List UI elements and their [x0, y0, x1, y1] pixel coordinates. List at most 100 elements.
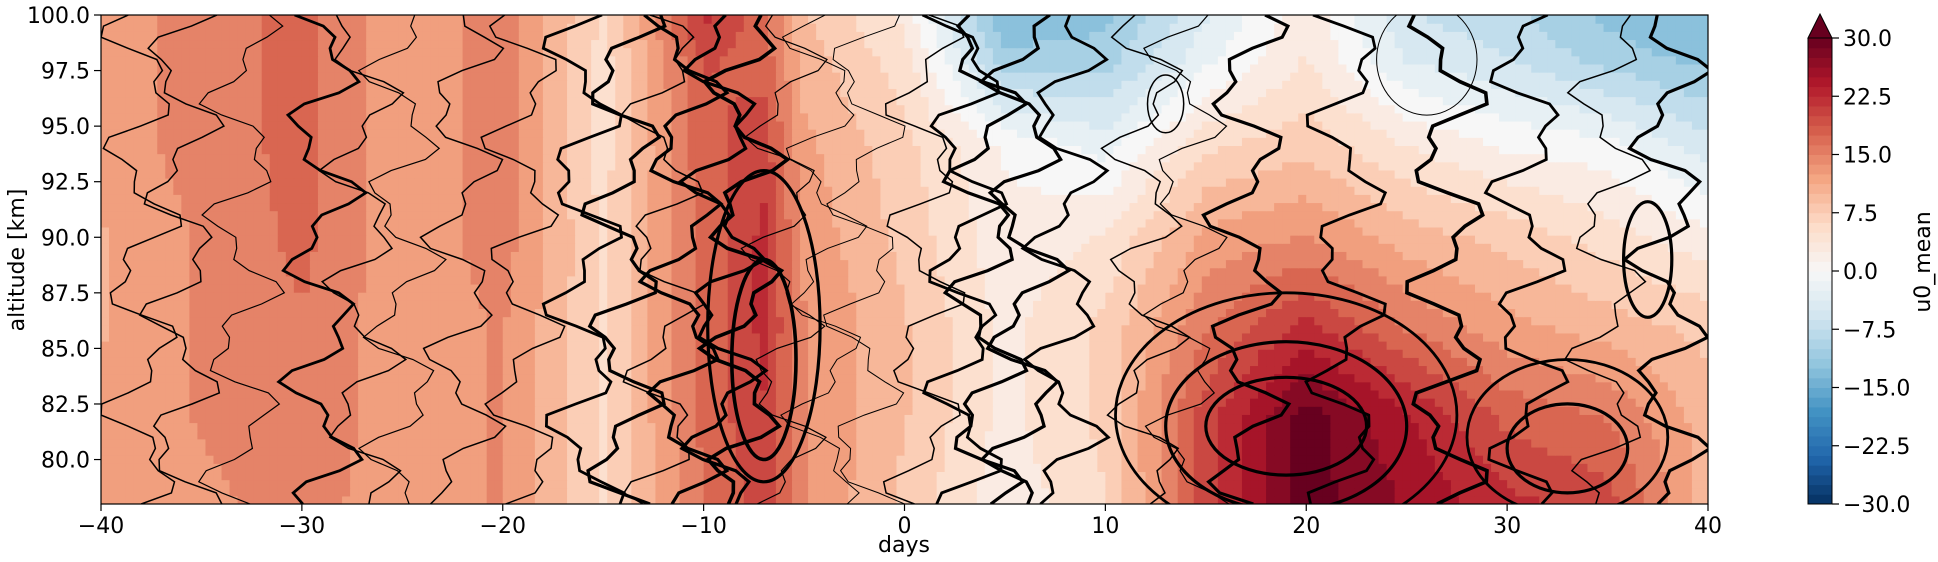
- field-cell: [1442, 308, 1452, 318]
- field-cell: [502, 422, 512, 432]
- field-cell: [1458, 438, 1468, 448]
- field-cell: [301, 422, 311, 432]
- field-cell: [1121, 357, 1131, 367]
- field-cell: [197, 471, 207, 481]
- field-cell: [1161, 300, 1171, 309]
- field-cell: [438, 422, 448, 432]
- field-cell: [1306, 357, 1315, 367]
- field-cell: [550, 308, 560, 318]
- field-cell: [390, 446, 399, 456]
- field-cell: [1651, 406, 1661, 415]
- field-cell: [655, 373, 665, 383]
- field-cell: [245, 308, 255, 318]
- field-cell: [1153, 406, 1163, 415]
- field-cell: [1033, 389, 1042, 399]
- field-cell: [1177, 308, 1187, 318]
- field-cell: [599, 422, 608, 432]
- field-cell: [213, 398, 223, 407]
- field-cell: [1571, 479, 1581, 489]
- field-cell: [221, 422, 231, 432]
- field-cell: [494, 316, 504, 326]
- field-cell: [205, 406, 215, 415]
- field-cell: [1089, 479, 1098, 489]
- field-cell: [1362, 324, 1372, 334]
- field-cell: [631, 349, 640, 358]
- field-cell: [1073, 308, 1082, 318]
- field-cell: [1426, 365, 1436, 375]
- field-cell: [1442, 349, 1452, 358]
- field-cell: [197, 398, 207, 407]
- field-cell: [800, 487, 809, 497]
- field-cell: [197, 349, 207, 358]
- field-cell: [1667, 341, 1677, 350]
- field-cell: [1241, 324, 1251, 334]
- field-cell: [1298, 365, 1307, 375]
- field-cell: [406, 463, 415, 472]
- field-cell: [719, 487, 729, 497]
- field-cell: [952, 373, 962, 383]
- field-cell: [1474, 389, 1484, 399]
- field-cell: [334, 455, 343, 464]
- field-cell: [928, 349, 938, 358]
- field-cell: [1539, 341, 1548, 350]
- field-cell: [301, 389, 311, 399]
- field-cell: [1370, 389, 1380, 399]
- field-cell: [1225, 332, 1235, 342]
- field-cell: [840, 446, 849, 456]
- field-cell: [205, 487, 215, 497]
- field-cell: [414, 455, 424, 464]
- field-cell: [832, 316, 841, 326]
- field-cell: [1161, 316, 1171, 326]
- field-cell: [1258, 414, 1267, 424]
- field-cell: [1410, 495, 1420, 504]
- field-cell: [165, 414, 174, 424]
- field-cell: [382, 373, 391, 383]
- field-cell: [1458, 471, 1468, 481]
- field-cell: [639, 300, 648, 309]
- field-cell: [213, 479, 223, 489]
- field-cell: [824, 373, 833, 383]
- field-cell: [1097, 373, 1106, 383]
- field-cell: [1394, 463, 1404, 472]
- field-cell: [1410, 341, 1420, 350]
- field-cell: [1193, 438, 1203, 448]
- field-cell: [1539, 414, 1548, 424]
- field-cell: [301, 479, 311, 489]
- field-cell: [880, 381, 890, 391]
- field-cell: [1675, 398, 1685, 407]
- field-cell: [663, 414, 673, 424]
- field-cell: [832, 471, 841, 481]
- field-cell: [1089, 316, 1098, 326]
- field-cell: [575, 332, 584, 342]
- field-cell: [607, 406, 616, 415]
- field-cell: [1659, 365, 1669, 375]
- field-cell: [775, 324, 785, 334]
- field-cell: [237, 463, 247, 472]
- field-cell: [1209, 389, 1219, 399]
- field-cell: [1105, 357, 1115, 367]
- field-cell: [1041, 487, 1050, 497]
- field-cell: [944, 324, 954, 334]
- field-cell: [1049, 398, 1058, 407]
- field-cell: [1008, 430, 1018, 440]
- field-cell: [1458, 430, 1468, 440]
- field-cell: [1193, 308, 1203, 318]
- field-cell: [687, 455, 697, 464]
- field-cell: [1563, 381, 1573, 391]
- field-cell: [559, 308, 568, 318]
- field-cell: [1209, 316, 1219, 326]
- field-cell: [1667, 324, 1677, 334]
- field-cell: [334, 357, 343, 367]
- field-cell: [1595, 349, 1605, 358]
- field-cell: [478, 365, 488, 375]
- field-cell: [253, 357, 263, 367]
- field-cell: [767, 463, 777, 472]
- field-cell: [679, 373, 689, 383]
- field-cell: [992, 357, 1002, 367]
- field-cell: [920, 455, 930, 464]
- field-cell: [1539, 398, 1548, 407]
- field-cell: [1169, 487, 1179, 497]
- field-cell: [1571, 373, 1581, 383]
- field-cell: [751, 406, 761, 415]
- field-cell: [149, 381, 158, 391]
